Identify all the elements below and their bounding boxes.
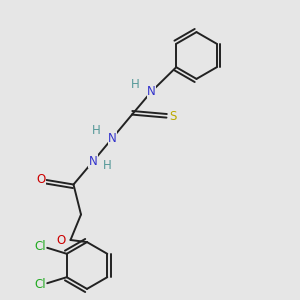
Text: S: S xyxy=(169,110,177,124)
Text: H: H xyxy=(92,124,100,137)
Text: Cl: Cl xyxy=(34,278,46,291)
Text: N: N xyxy=(147,85,156,98)
Text: O: O xyxy=(57,234,66,247)
Text: H: H xyxy=(103,159,112,172)
Text: N: N xyxy=(88,155,98,168)
Text: N: N xyxy=(108,131,117,145)
Text: O: O xyxy=(37,173,46,186)
Text: H: H xyxy=(130,77,140,91)
Text: Cl: Cl xyxy=(34,240,46,253)
